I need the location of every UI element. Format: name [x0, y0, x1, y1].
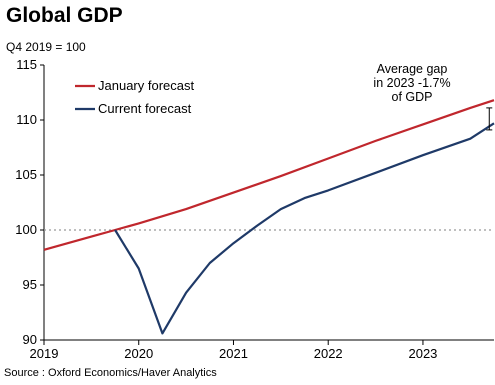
- x-tick-label: 2019: [30, 346, 59, 361]
- y-tick-label: 105: [15, 167, 37, 182]
- x-tick-label: 2020: [124, 346, 153, 361]
- series-line-1: [114, 122, 495, 335]
- y-tick-label: 90: [23, 332, 37, 347]
- series-line-0: [43, 99, 495, 251]
- legend-label-1: Current forecast: [98, 101, 192, 116]
- x-tick-label: 2023: [408, 346, 437, 361]
- chart-subtitle: Q4 2019 = 100: [6, 40, 86, 54]
- y-tick-label: 100: [15, 222, 37, 237]
- chart-title: Global GDP: [6, 4, 123, 27]
- chart-source: Source : Oxford Economics/Haver Analytic…: [4, 367, 217, 379]
- annotation-text: in 2023 -1.7%: [373, 76, 450, 90]
- legend-label-0: January forecast: [98, 78, 194, 93]
- x-tick-label: 2022: [314, 346, 343, 361]
- y-tick-label: 115: [16, 57, 37, 72]
- annotation-text: Average gap: [377, 62, 448, 76]
- y-tick-label: 95: [23, 277, 37, 292]
- annotation-text: of GDP: [392, 90, 433, 104]
- y-tick-label: 110: [16, 112, 37, 127]
- x-tick-label: 2021: [219, 346, 248, 361]
